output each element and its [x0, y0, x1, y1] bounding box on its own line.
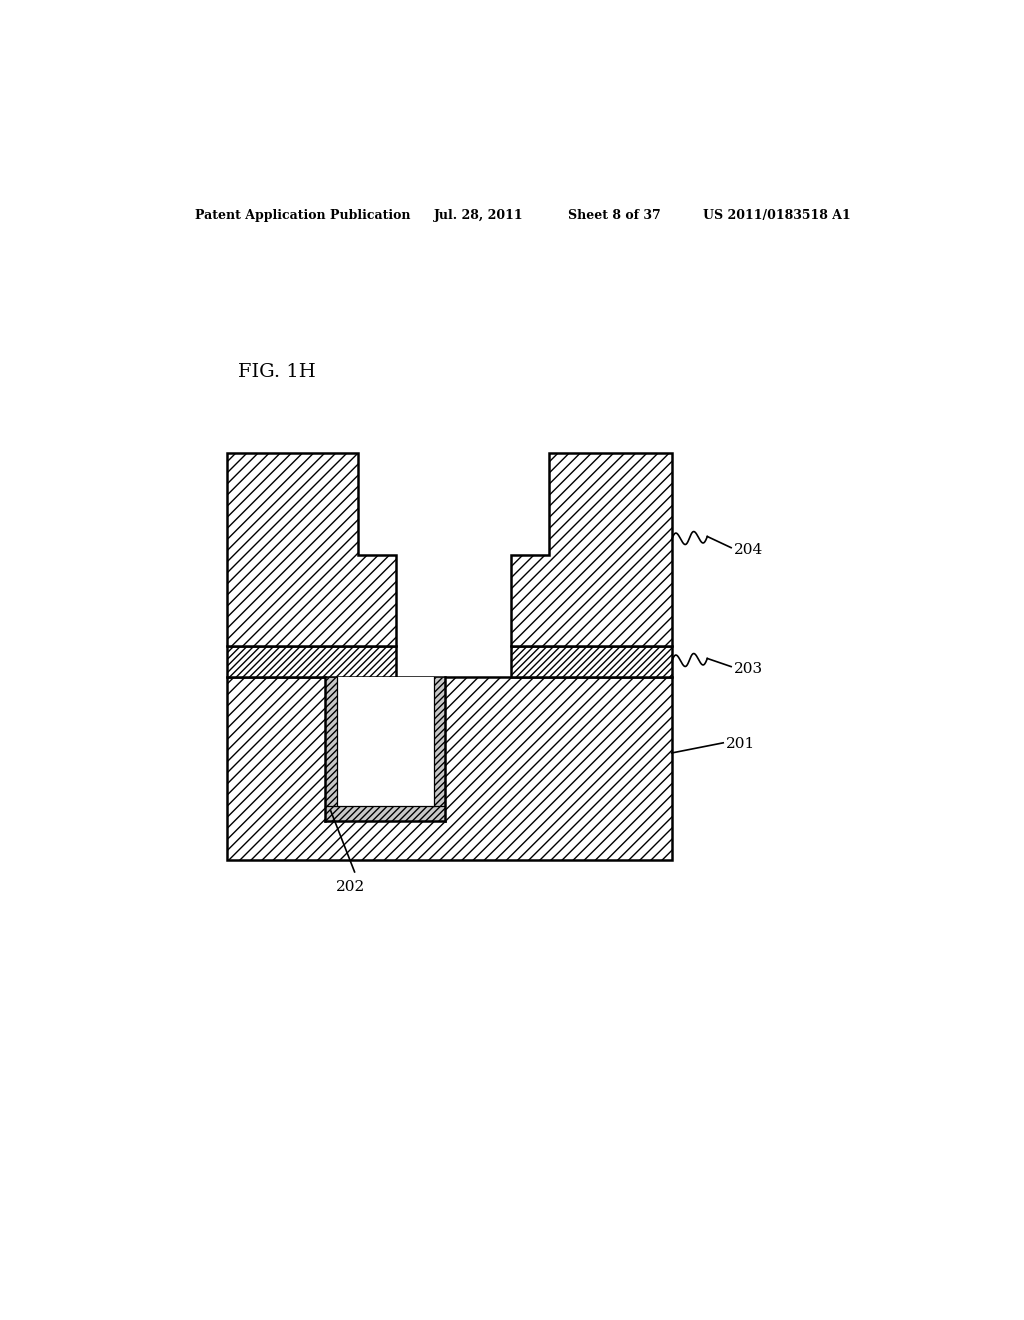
Bar [227, 677, 672, 859]
Bar [337, 677, 433, 805]
Text: US 2011/0183518 A1: US 2011/0183518 A1 [703, 209, 851, 222]
Text: 202: 202 [336, 880, 366, 894]
Text: 201: 201 [726, 737, 755, 751]
Text: FIG. 1H: FIG. 1H [238, 363, 315, 381]
Polygon shape [325, 677, 337, 821]
Bar [325, 677, 445, 821]
Text: 204: 204 [733, 543, 763, 557]
Polygon shape [511, 453, 672, 647]
Polygon shape [227, 453, 396, 647]
Polygon shape [227, 647, 396, 677]
Polygon shape [511, 647, 672, 677]
Text: Sheet 8 of 37: Sheet 8 of 37 [568, 209, 662, 222]
Text: 203: 203 [733, 661, 763, 676]
Text: Patent Application Publication: Patent Application Publication [196, 209, 411, 222]
Text: Jul. 28, 2011: Jul. 28, 2011 [433, 209, 523, 222]
Polygon shape [433, 677, 445, 821]
Polygon shape [325, 805, 445, 821]
